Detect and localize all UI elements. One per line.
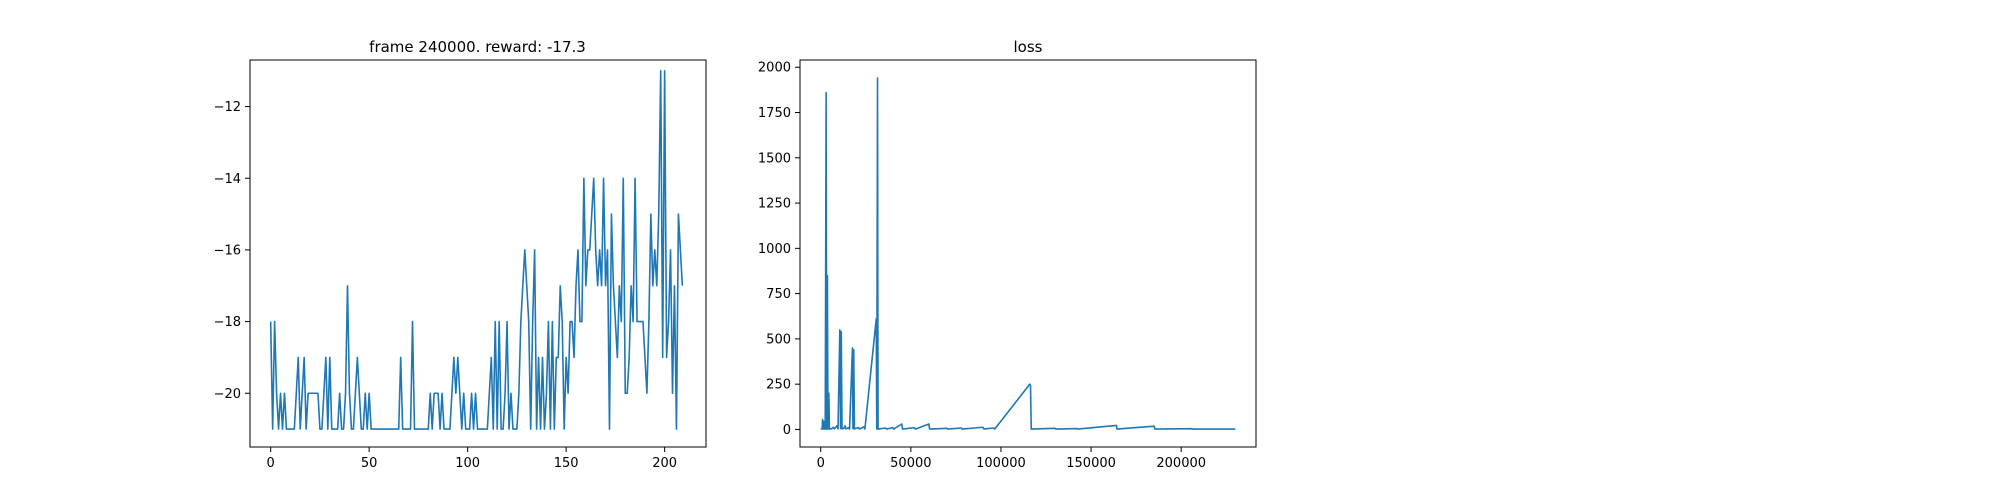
reward-chart-title: frame 240000. reward: -17.3	[369, 38, 586, 56]
loss-chart-x-tick-label: 50000	[890, 456, 931, 471]
loss-chart: loss 0 50000 100000 150000 200000 0 250 500 750…	[758, 38, 1257, 471]
reward-chart-y-tick-label: −12	[214, 100, 241, 115]
loss-chart-x-axis: 0 50000 100000 150000 200000	[817, 447, 1206, 471]
reward-chart-x-tick-label: 150	[554, 456, 579, 471]
loss-chart-x-tick-label: 100000	[976, 456, 1026, 471]
reward-chart-x-tick-label: 0	[267, 456, 275, 471]
reward-chart-x-tick-label: 100	[455, 456, 480, 471]
loss-chart-x-tick-label: 0	[817, 456, 825, 471]
reward-chart-y-tick-label: −20	[214, 387, 241, 402]
loss-chart-y-tick-label: 1500	[758, 151, 791, 166]
reward-chart-y-tick-label: −18	[214, 315, 241, 330]
reward-chart-y-tick-label: −16	[214, 243, 241, 258]
loss-chart-y-tick-label: 750	[766, 287, 791, 302]
loss-chart-y-tick-label: 1250	[758, 197, 791, 212]
reward-chart-y-axis: −20 −18 −16 −14 −12	[214, 100, 250, 402]
loss-chart-y-tick-label: 1000	[758, 242, 791, 257]
loss-chart-series-line	[820, 77, 1236, 430]
reward-chart-marks	[269, 69, 684, 430]
reward-chart-x-tick-label: 200	[652, 456, 677, 471]
loss-chart-x-tick-label: 200000	[1156, 456, 1206, 471]
loss-chart-y-tick-label: 1750	[758, 106, 791, 121]
loss-chart-y-tick-label: 2000	[758, 61, 791, 76]
loss-chart-title: loss	[1014, 38, 1043, 56]
loss-chart-y-tick-label: 250	[766, 378, 791, 393]
reward-chart-x-axis: 0 50 100 150 200	[267, 447, 677, 471]
loss-chart-x-tick-label: 150000	[1066, 456, 1116, 471]
loss-chart-y-tick-label: 0	[783, 423, 791, 438]
reward-chart-y-tick-label: −14	[214, 172, 241, 187]
loss-chart-y-axis: 0 250 500 750 1000 1250 1500 1750 2000	[758, 61, 800, 438]
loss-chart-frame	[799, 59, 1257, 448]
reward-chart-x-tick-label: 50	[361, 456, 378, 471]
reward-chart-frame	[249, 59, 707, 448]
loss-chart-marks	[820, 77, 1236, 430]
reward-chart: frame 240000. reward: -17.3 0 50 100 150 200…	[214, 38, 707, 471]
reward-chart-series-line	[269, 69, 684, 430]
loss-chart-y-tick-label: 500	[766, 332, 791, 347]
